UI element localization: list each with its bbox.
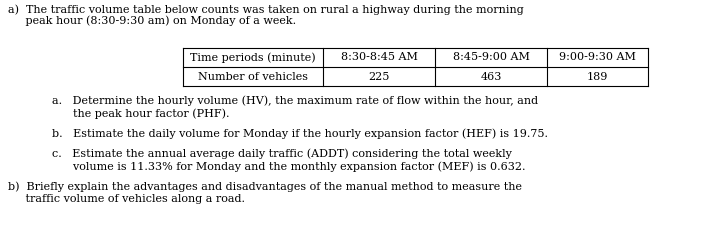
Text: peak hour (8:30-9:30 am) on Monday of a week.: peak hour (8:30-9:30 am) on Monday of a … bbox=[8, 15, 296, 26]
Text: a)  The traffic volume table below counts was taken on rural a highway during th: a) The traffic volume table below counts… bbox=[8, 4, 523, 15]
Text: 225: 225 bbox=[369, 71, 390, 81]
Text: Time periods (minute): Time periods (minute) bbox=[190, 52, 316, 63]
Text: b)  Briefly explain the advantages and disadvantages of the manual method to mea: b) Briefly explain the advantages and di… bbox=[8, 181, 522, 192]
Text: a.   Determine the hourly volume (HV), the maximum rate of flow within the hour,: a. Determine the hourly volume (HV), the… bbox=[52, 95, 538, 106]
Text: b.   Estimate the daily volume for Monday if the hourly expansion factor (HEF) i: b. Estimate the daily volume for Monday … bbox=[52, 128, 548, 139]
Text: 8:45-9:00 AM: 8:45-9:00 AM bbox=[453, 52, 529, 62]
Text: 9:00-9:30 AM: 9:00-9:30 AM bbox=[559, 52, 636, 62]
Text: 189: 189 bbox=[587, 71, 608, 81]
Text: Number of vehicles: Number of vehicles bbox=[198, 71, 308, 81]
Text: traffic volume of vehicles along a road.: traffic volume of vehicles along a road. bbox=[8, 194, 245, 204]
Text: 8:30-8:45 AM: 8:30-8:45 AM bbox=[341, 52, 418, 62]
Text: the peak hour factor (PHF).: the peak hour factor (PHF). bbox=[52, 108, 230, 119]
Text: c.   Estimate the annual average daily traffic (ADDT) considering the total week: c. Estimate the annual average daily tra… bbox=[52, 148, 512, 159]
Text: volume is 11.33% for Monday and the monthly expansion factor (MEF) is 0.632.: volume is 11.33% for Monday and the mont… bbox=[52, 161, 526, 172]
Text: 463: 463 bbox=[480, 71, 502, 81]
